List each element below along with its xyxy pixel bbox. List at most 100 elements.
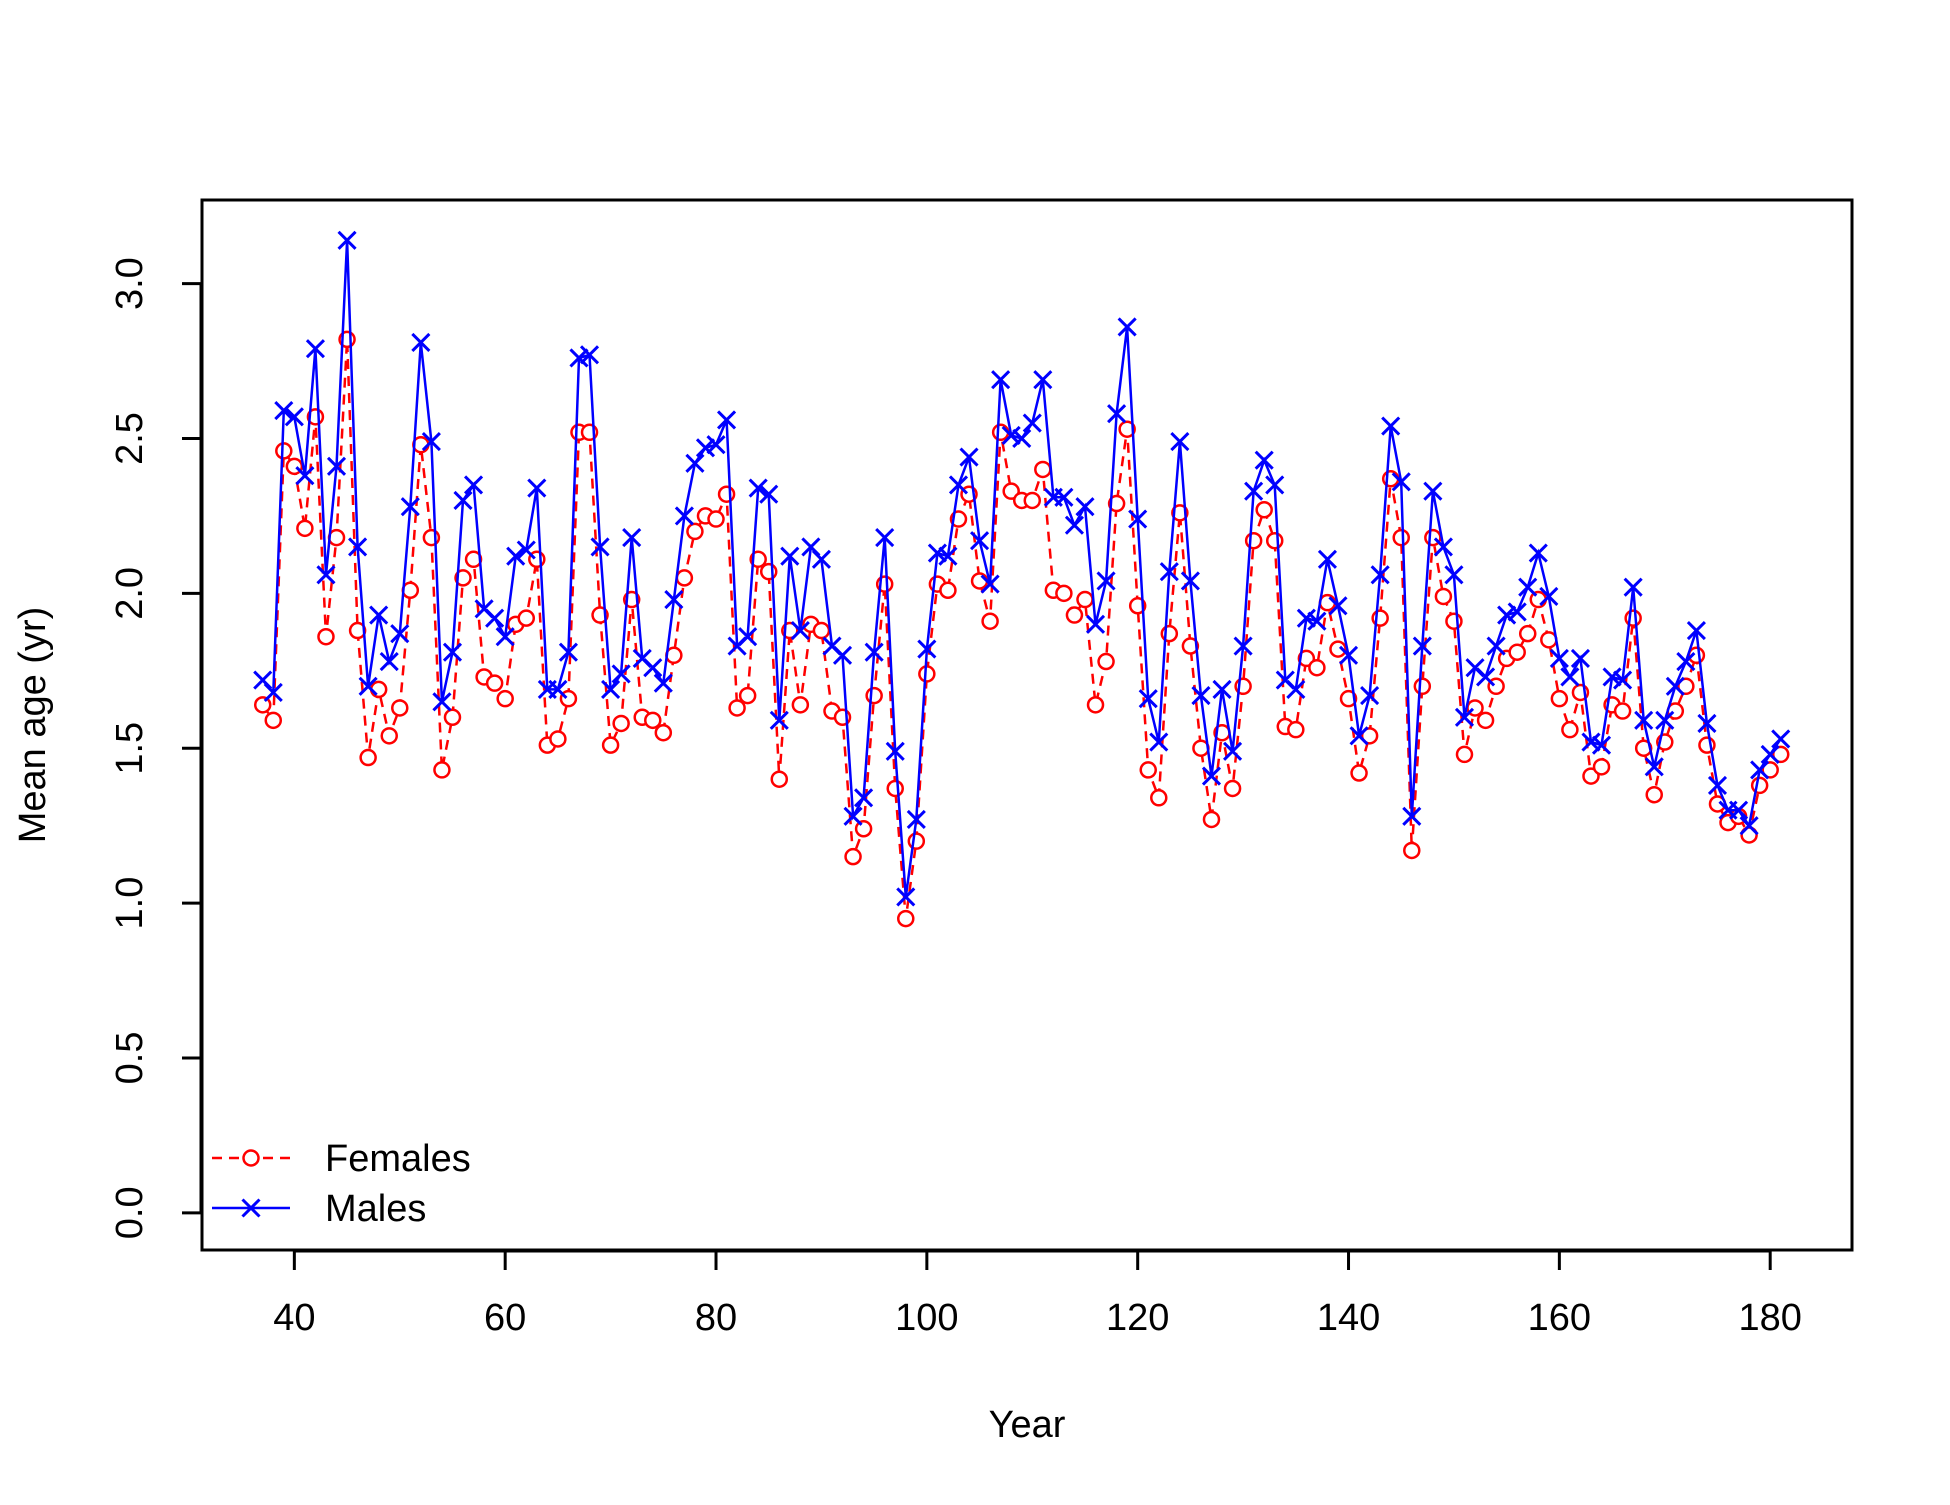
data-point-males [1286,679,1306,699]
data-point-males [948,475,969,495]
data-point-females [981,612,999,630]
data-point-males [1707,775,1728,795]
data-point-females [1771,745,1790,764]
data-point-females [1550,689,1569,708]
legend-label-males: Males [325,1188,426,1230]
data-point-females [612,714,630,733]
data-point-males [1739,816,1759,836]
data-point-males [1054,487,1074,507]
data-point-males [1729,800,1749,820]
data-point-males [569,348,589,368]
data-point-males [653,673,673,693]
data-point-males [1402,806,1422,826]
data-point-females [317,627,335,646]
data-point-males [769,710,789,730]
data-point-males [485,608,505,628]
data-point-males [326,456,347,476]
data-point-females [939,581,957,600]
data-point-females [359,748,377,767]
data-point-males [263,682,283,703]
data-point-males [1022,413,1042,433]
data-point-females [1139,761,1157,779]
data-point-males [1602,667,1622,687]
data-point-males [1560,667,1580,687]
data-point-females [1065,606,1084,624]
data-point-males [1012,428,1032,449]
data-point-females [1518,624,1537,643]
data-point-males [854,788,874,808]
data-point-females [770,770,789,788]
data-point-males [558,642,578,662]
data-point-males [1433,537,1453,557]
series-layer [253,230,1791,928]
data-point-males [432,692,452,712]
data-point-females [1055,584,1073,603]
y-axis-label: Mean age (yr) [12,607,54,844]
data-point-males [1476,667,1496,687]
data-point-males [1360,686,1380,706]
y-tick-label: 3.0 [109,257,151,310]
data-point-males [738,627,758,647]
data-point-females [369,680,388,699]
data-point-males [316,565,336,585]
data-point-males [379,651,399,672]
data-point-males [1085,614,1106,634]
data-point-males [695,438,716,458]
data-point-females [1255,500,1273,519]
data-point-males [1128,509,1148,529]
data-point-females [1118,420,1136,438]
data-point-males [1570,648,1591,668]
data-point-males [1033,370,1053,390]
data-point-males [706,435,726,455]
data-point-females [1150,789,1168,807]
data-point-females [1202,810,1221,829]
data-point-males [906,809,926,830]
y-tick-label: 1.0 [109,877,151,930]
data-point-males [1265,475,1285,495]
data-point-males [274,401,294,421]
x-tick-label: 100 [895,1297,958,1339]
data-point-females [812,621,831,640]
series-line-females [261,339,1782,919]
data-point-males [601,679,621,699]
data-point-males [885,741,905,761]
data-point-males [548,679,568,699]
data-point-males [527,478,547,498]
data-point-males [1117,317,1137,337]
data-point-males [1170,432,1190,452]
data-point-males [1149,732,1169,752]
data-point-males [1613,670,1633,690]
data-point-males [1591,735,1612,755]
data-point-females [601,736,620,754]
data-point-females [1761,761,1779,779]
data-point-males [611,664,631,684]
data-point-females [1613,702,1632,720]
data-point-females [1287,720,1305,739]
data-point-males [1317,549,1338,569]
data-point-males [1064,515,1085,535]
data-point-females [517,609,536,627]
data-point-females [1392,528,1410,547]
data-point-males [938,546,958,566]
data-point-males [980,574,1000,594]
legend-marker-males [241,1198,261,1218]
data-point-females [1455,745,1474,764]
data-point-females [1171,504,1189,522]
data-point-males [1454,707,1475,727]
data-point-females [443,708,462,727]
data-point-males [1486,636,1506,656]
data-point-males [1107,404,1127,424]
data-point-males [1497,605,1517,625]
data-point-females [728,699,746,717]
data-point-females [907,832,926,850]
data-point-males [1138,689,1158,709]
data-point-females [1413,677,1432,696]
data-point-males [1507,602,1527,622]
y-tick-label: 2.0 [109,567,151,620]
data-point-females [654,723,673,742]
x-tick-label: 40 [273,1297,315,1339]
data-point-females [675,569,694,587]
data-point-females [275,442,293,460]
data-point-males [622,528,642,548]
